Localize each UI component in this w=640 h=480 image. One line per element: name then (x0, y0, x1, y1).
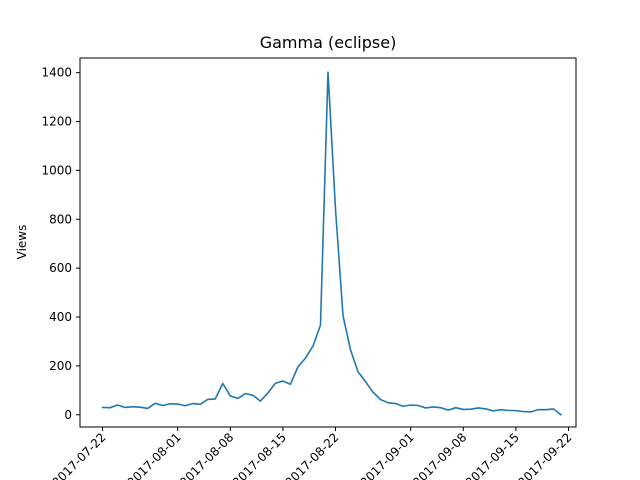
y-tick-label: 800 (49, 212, 72, 226)
series-line (101, 71, 562, 416)
x-tick-label: 2017-08-01 (125, 430, 184, 480)
plot-frame (79, 57, 577, 428)
x-tick-label: 2017-08-22 (282, 430, 341, 480)
y-axis: 0 200 400 600 800 1000 1200 1400 (41, 66, 80, 422)
x-tick-label: 2017-09-01 (358, 430, 417, 480)
y-tick-label: 400 (49, 310, 72, 324)
y-tick-label: 1400 (41, 66, 72, 80)
y-tick-label: 1000 (41, 163, 72, 177)
y-axis-label: Views (15, 225, 29, 260)
y-tick-label: 0 (64, 408, 72, 422)
y-tick-label: 600 (49, 261, 72, 275)
x-axis: 2017-07-22 2017-08-012017-08-082017-08-15… (49, 427, 575, 480)
chart-title: Gamma (eclipse) (260, 33, 397, 52)
x-tick-label: 2017-08-15 (230, 430, 289, 480)
plot-area (101, 71, 562, 416)
y-tick-label: 1200 (41, 115, 72, 129)
x-tick-label: 2017-07-22 (49, 430, 108, 480)
x-tick-label: 2017-08-08 (177, 430, 236, 480)
x-tick-label: 2017-09-22 (515, 430, 574, 480)
x-tick-label: 2017-09-15 (463, 430, 522, 480)
x-tick-label: 2017-09-08 (410, 430, 469, 480)
y-tick-label: 200 (49, 359, 72, 373)
